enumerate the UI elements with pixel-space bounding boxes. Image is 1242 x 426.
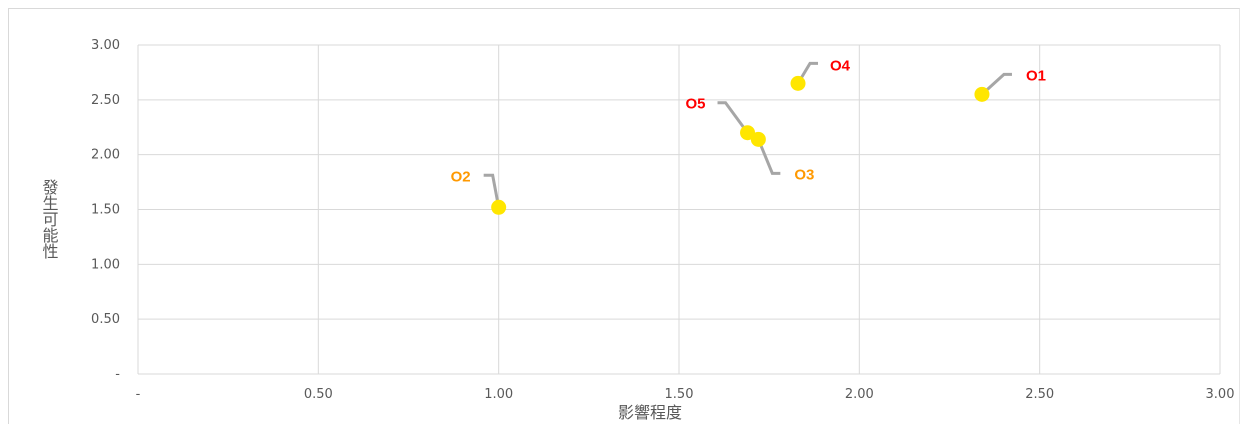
data-label: O4	[830, 57, 851, 74]
y-axis-title: 發生可能性	[40, 179, 59, 259]
leader-line	[717, 101, 749, 134]
leader-line	[796, 61, 819, 85]
x-axis-title: 影響程度	[618, 403, 682, 422]
tick-labels: - 0.50 1.00 1.50 2.00 2.50 3.00 - 0.50 1.00 1.50 2.…	[91, 38, 1234, 402]
data-point	[790, 75, 806, 91]
data-point	[491, 199, 507, 215]
y-tick-label: 1.00	[91, 257, 120, 272]
x-tick-label: 0.50	[304, 387, 333, 402]
data-label: O5	[686, 96, 706, 113]
chart-frame	[8, 8, 1240, 424]
data-point	[750, 131, 766, 147]
y-tick-label: 2.50	[91, 93, 120, 108]
y-tick-label: 2.00	[91, 148, 120, 163]
x-tick-label: 2.00	[845, 387, 874, 402]
data-label: O3	[794, 166, 814, 183]
gridlines	[137, 44, 1221, 375]
leader-line	[756, 138, 781, 175]
y-tick-label: 3.00	[91, 38, 120, 53]
x-tick-label: -	[136, 387, 141, 402]
x-tick-label: 1.50	[665, 387, 694, 402]
x-tick-label: 2.50	[1025, 387, 1054, 402]
leader-lines	[483, 61, 1012, 208]
data-point	[974, 86, 990, 102]
data-label: O1	[1026, 67, 1046, 84]
data-labels: O1 O2 O3 O4 O5	[451, 57, 1046, 185]
data-points	[491, 75, 990, 215]
y-tick-label: 1.50	[91, 203, 120, 218]
leader-line	[980, 72, 1012, 96]
y-tick-label: 0.50	[91, 312, 120, 327]
leader-line	[483, 173, 501, 208]
x-tick-label: 1.00	[484, 387, 513, 402]
data-point	[740, 125, 756, 141]
data-label: O2	[451, 168, 471, 185]
y-tick-label: -	[115, 367, 120, 382]
x-tick-label: 3.00	[1206, 387, 1235, 402]
